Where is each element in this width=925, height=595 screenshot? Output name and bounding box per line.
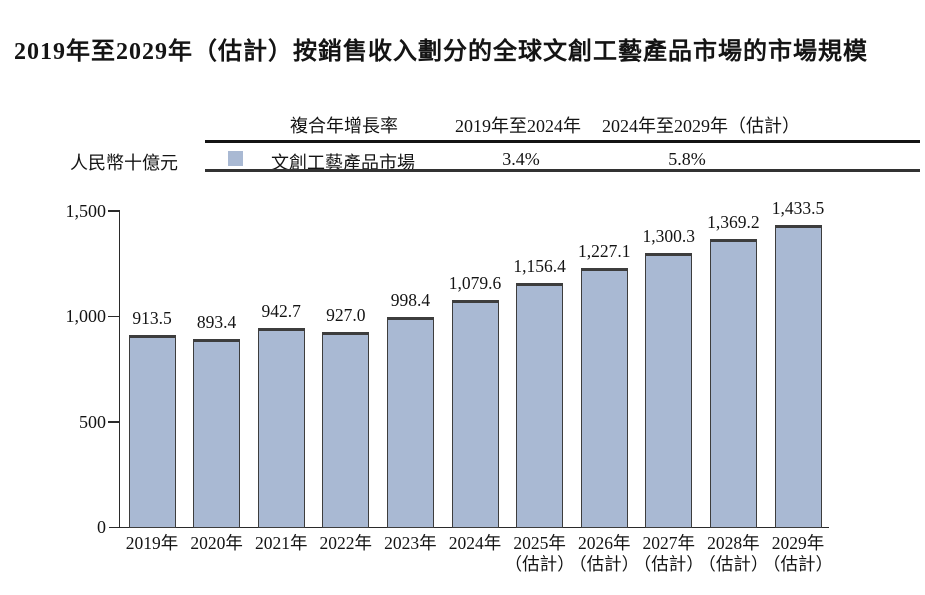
y-axis-tick-mark xyxy=(108,420,120,423)
y-axis-tick-label: 500 xyxy=(79,411,106,432)
bar xyxy=(128,334,176,528)
bar xyxy=(257,328,305,528)
bar-value-label: 1,369.2 xyxy=(707,211,760,232)
bar-value-label: 1,227.1 xyxy=(577,241,631,262)
bar-value-label: 927.0 xyxy=(326,304,366,325)
y-axis-tick-label: 1,000 xyxy=(65,306,107,327)
x-axis-category-label: 2020年 xyxy=(190,533,243,553)
bar-value-label: 913.5 xyxy=(132,307,172,328)
bar-value-label: 998.4 xyxy=(390,289,431,310)
legend-series-label: 文創工藝產品市場 xyxy=(271,153,415,173)
bar xyxy=(516,283,564,528)
y-axis-tick-mark xyxy=(108,315,120,318)
bar-value-label: 1,079.6 xyxy=(448,272,502,293)
x-axis-category-label: 2022年 xyxy=(319,533,373,553)
bar xyxy=(193,338,241,528)
bar xyxy=(580,268,628,528)
x-axis-category-label: 2023年 xyxy=(384,533,437,553)
bar xyxy=(322,331,370,528)
y-axis-unit-label: 人民幣十億元 xyxy=(70,153,178,173)
x-axis-category-label: 2028年 （估計） xyxy=(698,533,769,574)
x-axis-category-label: 2029年 （估計） xyxy=(763,533,833,574)
cagr-column-header: 複合年增長率 xyxy=(290,116,398,136)
bar xyxy=(451,299,499,528)
y-axis-tick-mark xyxy=(108,210,120,212)
page-title: 2019年至2029年（估計）按銷售收入劃分的全球文創工藝產品市場的市場規模 xyxy=(14,39,868,65)
x-axis-category-label: 2026年 （估計） xyxy=(569,533,640,574)
x-axis-category-label: 2021年 xyxy=(254,533,308,553)
bar-value-label: 893.4 xyxy=(196,311,237,332)
x-axis-category-label: 2024年 xyxy=(448,533,502,553)
table-rule-top xyxy=(205,140,920,143)
y-axis-tick-label: 1,500 xyxy=(65,201,107,221)
y-axis-line xyxy=(118,210,121,528)
bar-value-label: 1,433.5 xyxy=(771,198,825,218)
table-rule-bottom xyxy=(205,169,920,172)
x-axis-category-label: 2025年 （估計） xyxy=(504,533,575,574)
period2-column-header: 2024年至2029年（估計） xyxy=(602,116,800,136)
bar-value-label: 1,156.4 xyxy=(513,256,566,277)
bar xyxy=(386,316,434,528)
cagr-value-period1: 3.4% xyxy=(502,149,540,169)
x-axis-category-label: 2019年 xyxy=(125,533,179,553)
bar xyxy=(709,238,757,528)
legend-swatch xyxy=(228,151,243,166)
bar xyxy=(774,225,822,528)
x-axis-category-label: 2027年 （估計） xyxy=(633,533,704,574)
bar xyxy=(645,253,693,528)
bar-value-label: 942.7 xyxy=(261,301,301,322)
bar-value-label: 1,300.3 xyxy=(642,226,696,247)
cagr-value-period2: 5.8% xyxy=(668,149,706,169)
y-axis-tick-label: 0 xyxy=(97,517,106,537)
period1-column-header: 2019年至2024年 xyxy=(455,116,581,136)
